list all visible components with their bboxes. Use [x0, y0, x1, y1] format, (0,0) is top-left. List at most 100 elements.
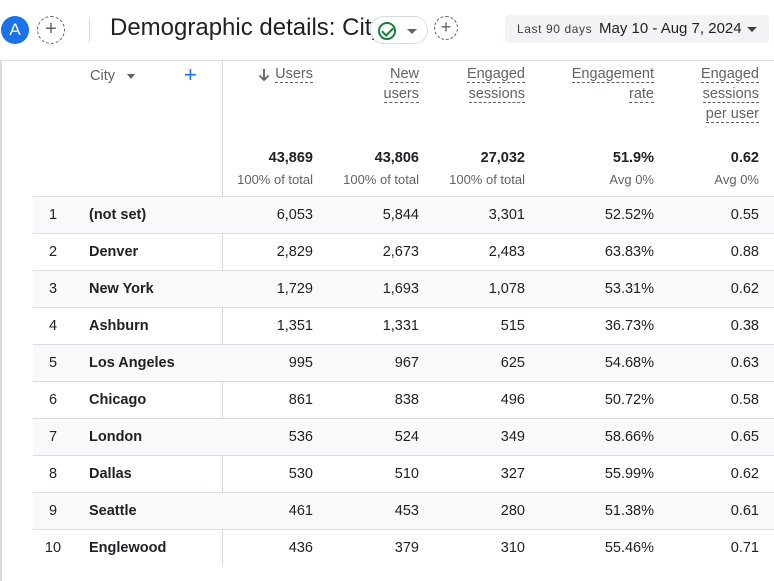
total-new-users-share: 100% of total: [343, 172, 419, 187]
header-border: [0, 60, 774, 61]
add-comparison-button[interactable]: +: [37, 16, 65, 44]
sessions-per-user-value: 0.71: [730, 540, 759, 556]
city-name: Seattle: [89, 503, 137, 519]
engaged-sessions-value: 280: [500, 503, 525, 519]
left-border: [0, 60, 2, 581]
column-header-engaged-sessions[interactable]: Engaged sessions: [466, 66, 525, 103]
engaged-sessions-value: 310: [500, 540, 525, 556]
engaged-sessions-value: 3,301: [488, 207, 525, 223]
users-value: 995: [288, 355, 313, 371]
total-engaged-sessions: 27,032: [480, 150, 525, 166]
engagement-rate-value: 51.38%: [604, 503, 654, 519]
sessions-per-user-value: 0.65: [730, 429, 759, 445]
table-row[interactable]: 6 Chicago 861 838 496 50.72% 0.58: [33, 381, 774, 418]
table-row[interactable]: 1 (not set) 6,053 5,844 3,301 52.52% 0.5…: [33, 196, 774, 233]
new-users-value: 453: [394, 503, 419, 519]
table-row[interactable]: 8 Dallas 530 510 327 55.99% 0.62: [33, 455, 774, 492]
row-index: 2: [48, 244, 58, 260]
city-name: Englewood: [89, 540, 167, 556]
row-index: 9: [48, 503, 58, 519]
page-title: Demographic details: City: [110, 14, 384, 41]
sessions-per-user-value: 0.88: [730, 244, 759, 260]
new-users-value: 838: [394, 392, 419, 408]
table-row[interactable]: 9 Seattle 461 453 280 51.38% 0.61: [33, 492, 774, 529]
new-users-value: 1,693: [382, 281, 419, 297]
header-divider: [89, 18, 90, 42]
engagement-rate-value: 55.46%: [604, 540, 654, 556]
users-value: 461: [288, 503, 313, 519]
date-range-label: Last 90 days: [517, 22, 593, 36]
chevron-down-icon[interactable]: [127, 74, 135, 79]
city-name: (not set): [89, 207, 147, 223]
sessions-per-user-value: 0.38: [730, 318, 759, 334]
chevron-down-icon: [407, 29, 417, 34]
city-name: Ashburn: [89, 318, 149, 334]
row-index: 6: [48, 392, 58, 408]
new-users-value: 967: [394, 355, 419, 371]
new-users-value: 524: [394, 429, 419, 445]
table-row[interactable]: 3 New York 1,729 1,693 1,078 53.31% 0.62: [33, 270, 774, 307]
total-users: 43,869: [268, 150, 313, 166]
engaged-sessions-value: 1,078: [488, 281, 525, 297]
table-row[interactable]: 5 Los Angeles 995 967 625 54.68% 0.63: [33, 344, 774, 381]
report-header: A + Demographic details: City + Last 90 …: [0, 0, 774, 60]
add-dimension-button[interactable]: +: [184, 62, 197, 87]
users-value: 536: [288, 429, 313, 445]
sessions-per-user-value: 0.55: [730, 207, 759, 223]
sessions-per-user-value: 0.61: [730, 503, 759, 519]
row-index: 4: [48, 318, 58, 334]
table-row[interactable]: 4 Ashburn 1,351 1,331 515 36.73% 0.38: [33, 307, 774, 344]
sessions-per-user-value: 0.62: [730, 466, 759, 482]
row-index: 1: [48, 207, 58, 223]
add-button[interactable]: +: [434, 16, 458, 40]
total-engagement-rate: 51.9%: [612, 150, 654, 166]
dimension-column-divider: [222, 61, 223, 566]
column-header-new-users[interactable]: New users: [383, 66, 419, 103]
dimension-selector-city[interactable]: City: [90, 68, 115, 84]
city-name: Chicago: [89, 392, 147, 408]
total-engagement-rate-avg: Avg 0%: [609, 172, 654, 187]
users-value: 436: [288, 540, 313, 556]
new-users-value: 1,331: [382, 318, 419, 334]
engagement-rate-value: 54.68%: [604, 355, 654, 371]
total-users-share: 100% of total: [237, 172, 313, 187]
engaged-sessions-value: 327: [500, 466, 525, 482]
city-name: London: [89, 429, 143, 445]
table-row[interactable]: 7 London 536 524 349 58.66% 0.65: [33, 418, 774, 455]
city-name: Los Angeles: [89, 355, 175, 371]
row-index: 5: [48, 355, 58, 371]
engagement-rate-value: 53.31%: [604, 281, 654, 297]
city-name: New York: [89, 281, 154, 297]
users-value: 1,729: [276, 281, 313, 297]
date-range-value: May 10 - Aug 7, 2024: [599, 20, 742, 37]
engagement-rate-value: 52.52%: [604, 207, 654, 223]
sessions-per-user-value: 0.63: [730, 355, 759, 371]
column-header-users[interactable]: Users: [275, 66, 313, 83]
engaged-sessions-value: 2,483: [488, 244, 525, 260]
new-users-value: 379: [394, 540, 419, 556]
city-name: Denver: [89, 244, 139, 260]
engagement-rate-value: 36.73%: [604, 318, 654, 334]
total-new-users: 43,806: [374, 150, 419, 166]
date-range-picker[interactable]: Last 90 days May 10 - Aug 7, 2024: [505, 15, 769, 43]
report-status-dropdown[interactable]: [370, 16, 428, 44]
row-index: 7: [48, 429, 58, 445]
table-row[interactable]: 10 Englewood 436 379 310 55.46% 0.71: [33, 529, 774, 566]
column-header-engaged-sessions-per-user[interactable]: Engaged sessions per user: [700, 66, 759, 123]
engaged-sessions-value: 496: [500, 392, 525, 408]
sort-descending-icon[interactable]: [258, 68, 270, 82]
new-users-value: 5,844: [382, 207, 419, 223]
city-name: Dallas: [89, 466, 132, 482]
check-circle-icon: [378, 22, 396, 40]
engagement-rate-value: 63.83%: [604, 244, 654, 260]
total-engaged-sessions-per-user: 0.62: [730, 150, 759, 166]
user-avatar[interactable]: A: [1, 16, 29, 44]
engagement-rate-value: 58.66%: [604, 429, 654, 445]
row-index: 10: [44, 540, 62, 556]
engaged-sessions-value: 515: [500, 318, 525, 334]
table-row[interactable]: 2 Denver 2,829 2,673 2,483 63.83% 0.88: [33, 233, 774, 270]
column-header-engagement-rate[interactable]: Engagement rate: [571, 66, 654, 103]
engagement-rate-value: 55.99%: [604, 466, 654, 482]
users-value: 861: [288, 392, 313, 408]
sessions-per-user-value: 0.58: [730, 392, 759, 408]
